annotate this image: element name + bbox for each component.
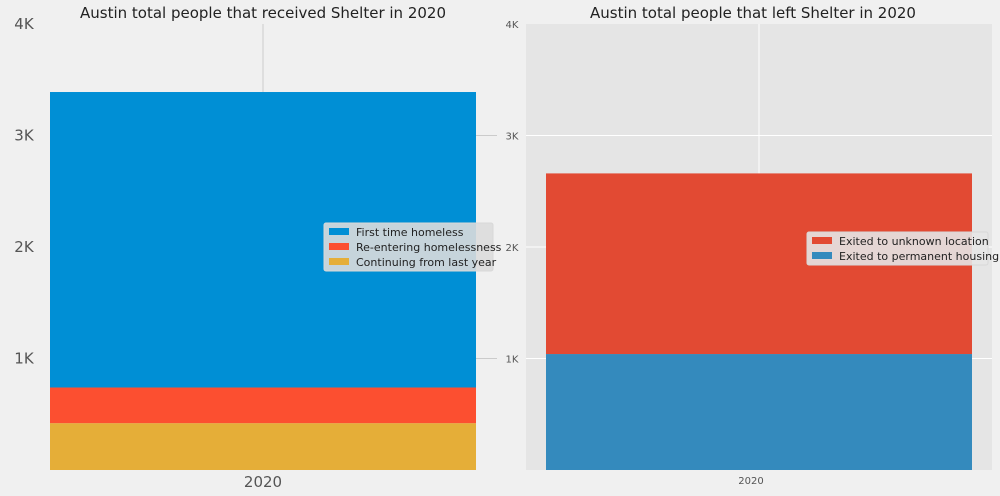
chart1-ytick-label-0: 1K bbox=[14, 350, 35, 368]
chart1-bar-re-entering-homelessness bbox=[50, 387, 476, 424]
chart1-legend-label-1: Re-entering homelessness bbox=[356, 241, 502, 254]
chart2-legend-label-1: Exited to permanent housing bbox=[839, 250, 999, 263]
chart1-legend-swatch-0 bbox=[329, 228, 349, 235]
chart1-xtick-label-0: 2020 bbox=[244, 473, 282, 491]
chart1-ytick-label-2: 3K bbox=[14, 127, 35, 145]
chart1-bar-continuing-from-last-year bbox=[50, 423, 476, 470]
chart2-legend-swatch-1 bbox=[812, 252, 832, 259]
chart2-legend-label-0: Exited to unknown location bbox=[839, 235, 989, 248]
chart1-legend-label-2: Continuing from last year bbox=[356, 256, 497, 269]
chart2-xtick-label-0: 2020 bbox=[738, 476, 763, 487]
chart1-legend-swatch-1 bbox=[329, 243, 349, 250]
chart1-title: Austin total people that received Shelte… bbox=[80, 4, 446, 22]
chart1-legend-swatch-2 bbox=[329, 258, 349, 265]
chart1-ytick-label-3: 4K bbox=[14, 15, 35, 33]
chart1-ytick-label-1: 2K bbox=[14, 238, 35, 256]
chart2-ytick-label-2: 3K bbox=[506, 132, 519, 143]
chart2-legend-swatch-0 bbox=[812, 237, 832, 244]
chart2-legend-box bbox=[806, 231, 989, 266]
chart2-ytick-label-3: 4K bbox=[506, 20, 519, 31]
chart2-bar-exited-to-permanent-housing bbox=[546, 354, 972, 470]
chart2-title: Austin total people that left Shelter in… bbox=[590, 4, 916, 22]
chart2-ytick-label-1: 2K bbox=[506, 243, 519, 254]
chart1-legend-label-0: First time homeless bbox=[356, 226, 464, 239]
chart2-ytick-label-0: 1K bbox=[506, 355, 519, 366]
chart1-legend-box bbox=[323, 222, 494, 272]
